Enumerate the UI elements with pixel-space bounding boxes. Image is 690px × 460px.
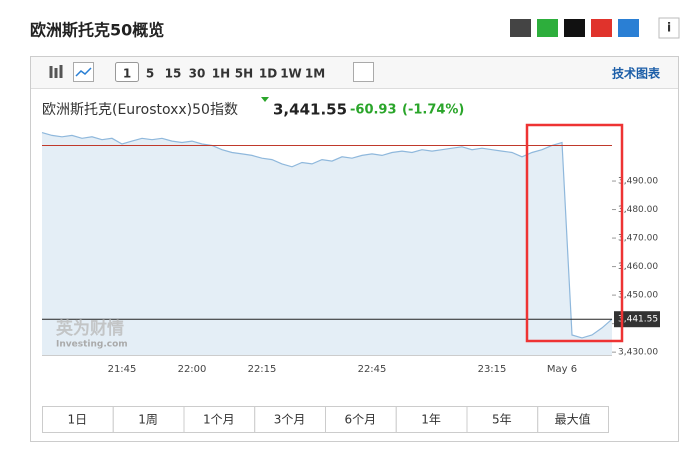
qq-icon[interactable] xyxy=(564,19,585,37)
interval-button[interactable]: 1W xyxy=(280,67,302,81)
range-label: 1周 xyxy=(138,413,158,427)
range-button[interactable] xyxy=(112,406,185,433)
y-tick-label: 3,450.00 xyxy=(618,291,658,301)
range-button[interactable] xyxy=(254,406,326,433)
candle-glyph xyxy=(49,65,63,78)
info-icon[interactable] xyxy=(658,17,680,39)
info-glyph: i xyxy=(667,21,671,35)
range-button[interactable] xyxy=(395,406,468,433)
weibo-icon[interactable] xyxy=(591,19,612,37)
price-line xyxy=(41,132,613,339)
range-button[interactable] xyxy=(466,406,539,433)
quote-change-pct: (-1.74%) xyxy=(402,103,464,118)
quote-change: -60.93 xyxy=(350,103,397,118)
x-tick-label: 22:45 xyxy=(358,364,387,375)
interval-button[interactable]: 30 xyxy=(189,67,206,81)
page-title: 欧洲斯托克50概览 xyxy=(30,21,164,40)
share-icons: i xyxy=(510,17,680,39)
area xyxy=(42,132,612,355)
mail-icon[interactable] xyxy=(510,19,531,37)
watermark-sub: Investing.com xyxy=(56,340,128,350)
y-tick-label: 3,470.00 xyxy=(618,234,658,244)
watermark: 英为财情 xyxy=(56,318,124,339)
settings-icon[interactable] xyxy=(353,62,374,82)
x-tick-label: 22:15 xyxy=(248,364,277,375)
interval-button[interactable]: 5H xyxy=(235,67,253,81)
range-label: 1日 xyxy=(68,413,88,427)
range-label: 6个月 xyxy=(345,413,377,427)
current-tag xyxy=(614,311,660,328)
down-marker xyxy=(261,97,269,102)
interval-button[interactable]: 1H xyxy=(212,67,230,81)
interval-button[interactable]: 1 xyxy=(123,67,131,81)
interval-button[interactable]: 1M xyxy=(305,67,325,81)
y-tick-label: 3,480.00 xyxy=(618,205,658,215)
highlight-box xyxy=(525,123,624,343)
x-tick-label: 23:15 xyxy=(478,364,507,375)
favorite-icon[interactable] xyxy=(618,19,639,37)
x-tick-label: 22:00 xyxy=(178,364,207,375)
x-tick-label: 21:45 xyxy=(108,364,137,375)
range-label: 5年 xyxy=(492,413,512,427)
y-tick-label: 3,430.00 xyxy=(618,348,658,358)
quote-price: 3,441.55 xyxy=(273,101,347,119)
range-label: 1年 xyxy=(421,413,441,427)
line-glyph xyxy=(75,67,92,77)
interval-button[interactable]: 15 xyxy=(165,67,182,81)
range-button[interactable] xyxy=(537,406,609,433)
y-tick-label: 3,460.00 xyxy=(618,262,658,272)
range-label: 3个月 xyxy=(274,413,306,427)
quote-name: 欧洲斯托克(Eurostoxx)50指数 xyxy=(42,102,238,118)
tech-chart-link[interactable]: 技术图表 xyxy=(612,66,661,81)
y-tick-label: 3,490.00 xyxy=(618,177,658,187)
interval-button[interactable]: 1D xyxy=(259,67,277,81)
range-button[interactable] xyxy=(325,406,397,433)
range-button[interactable] xyxy=(42,406,114,433)
range-bar: 1日 1周 1个月 3个月 6个月 1年 5年 最大值 xyxy=(42,406,609,433)
x-tick-label: May 6 xyxy=(547,364,577,375)
plot: 3,430.003,440.003,450.003,460.003,470.00… xyxy=(41,124,660,375)
interval-button[interactable]: 5 xyxy=(146,67,154,81)
wechat-icon[interactable] xyxy=(537,19,558,37)
current-tag-label: 3,441.55 xyxy=(618,315,658,325)
range-label: 最大值 xyxy=(555,412,591,427)
range-label: 1个月 xyxy=(203,413,235,427)
interval-selected xyxy=(115,62,139,82)
